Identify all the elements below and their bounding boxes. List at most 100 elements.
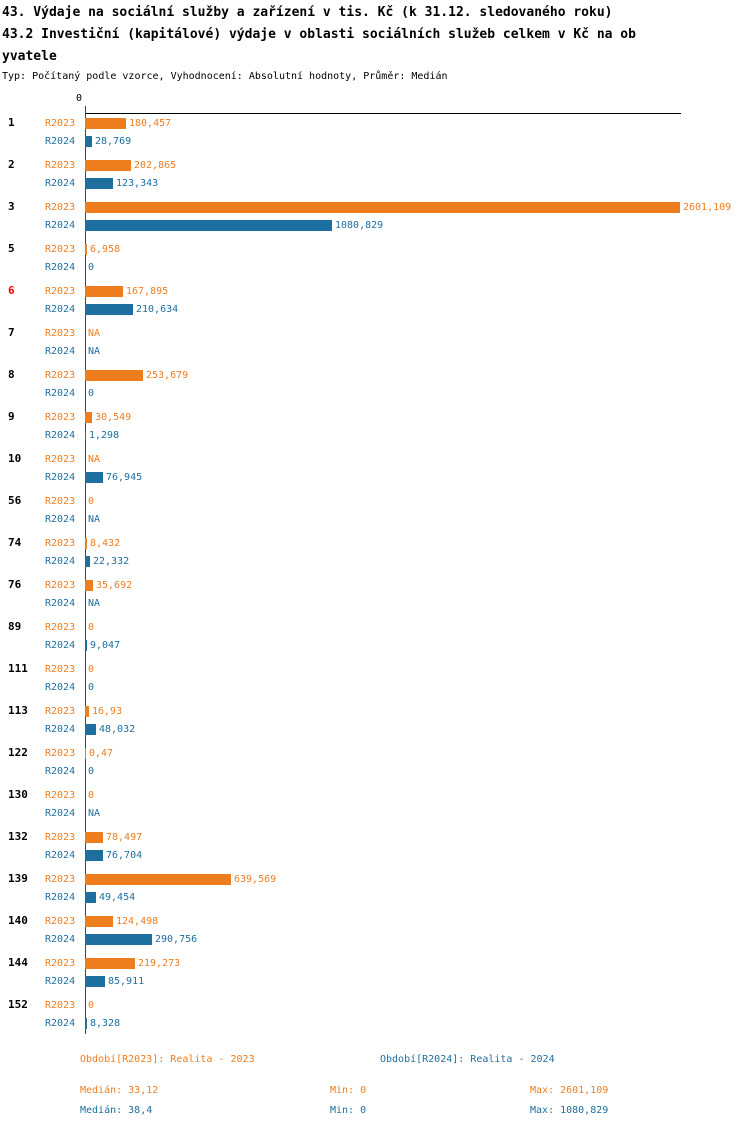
bar-area: NA	[85, 804, 100, 822]
bar-row-r2023: R2023 0	[0, 786, 750, 804]
series-label: R2023	[45, 705, 76, 717]
series-label: R2023	[45, 453, 76, 465]
category-block: 10 R2023 NA R2024 76,945	[0, 450, 750, 486]
bar-row-r2023: R2023 8,432	[0, 534, 750, 552]
series-label: R2023	[45, 915, 76, 927]
series-label: R2023	[45, 621, 76, 633]
value-label: 219,273	[138, 957, 181, 969]
bar-row-r2024: R2024 0	[0, 384, 750, 402]
series-label: R2023	[45, 117, 76, 129]
chart-title: 43. Výdaje na sociální služby a zařízení…	[2, 5, 613, 20]
bar-row-r2023: R2023 NA	[0, 450, 750, 468]
bar	[85, 579, 93, 591]
bar-row-r2023: R2023 0	[0, 996, 750, 1014]
legend-r2024: Období[R2024]: Realita - 2024	[380, 1054, 555, 1065]
bar	[85, 873, 231, 885]
series-label: R2024	[45, 681, 76, 693]
bar	[85, 411, 92, 423]
bar-area: 124,498	[85, 912, 158, 930]
value-label: 0	[88, 621, 95, 633]
value-label: 0	[88, 663, 95, 675]
bar	[85, 891, 96, 903]
category-block: 8 R2023 253,679 R2024 0	[0, 366, 750, 402]
category-block: 122 R2023 0,47 R2024 0	[0, 744, 750, 780]
bar-area: 0	[85, 660, 94, 678]
category-label: 2	[8, 158, 15, 171]
series-label: R2024	[45, 513, 76, 525]
category-block: 1 R2023 180,457 R2024 28,769	[0, 114, 750, 150]
category-block: 6 R2023 167,895 R2024 210,634	[0, 282, 750, 318]
value-label: NA	[88, 513, 101, 525]
value-label: 639,569	[234, 873, 277, 885]
series-label: R2024	[45, 849, 76, 861]
series-label: R2024	[45, 975, 76, 987]
bar	[85, 849, 103, 861]
series-label: R2024	[45, 597, 76, 609]
bar-area: NA	[85, 324, 100, 342]
bar-row-r2024: R2024 22,332	[0, 552, 750, 570]
bar	[85, 555, 90, 567]
value-label: 210,634	[136, 303, 179, 315]
category-label: 10	[8, 452, 22, 465]
bar	[85, 201, 680, 213]
axis-zero-line	[85, 106, 86, 1034]
bar-area: 210,634	[85, 300, 178, 318]
series-label: R2024	[45, 135, 76, 147]
series-label: R2024	[45, 723, 76, 735]
legend-r2023: Období[R2023]: Realita - 2023	[80, 1054, 255, 1065]
category-block: 140 R2023 124,498 R2024 290,756	[0, 912, 750, 948]
value-label: NA	[88, 453, 101, 465]
bar	[85, 429, 86, 441]
axis-top-line	[85, 113, 681, 114]
series-label: R2023	[45, 411, 76, 423]
category-label: 8	[8, 368, 15, 381]
bar-area: 123,343	[85, 174, 158, 192]
bar-row-r2023: R2023 180,457	[0, 114, 750, 132]
bar-area: 0,47	[85, 744, 113, 762]
value-label: 78,497	[106, 831, 143, 843]
category-block: 74 R2023 8,432 R2024 22,332	[0, 534, 750, 570]
value-label: 30,549	[95, 411, 132, 423]
category-block: 56 R2023 0 R2024 NA	[0, 492, 750, 528]
value-label: 123,343	[116, 177, 159, 189]
category-label: 5	[8, 242, 15, 255]
bar-row-r2023: R2023 0,47	[0, 744, 750, 762]
bar-row-r2024: R2024 1080,829	[0, 216, 750, 234]
bar-row-r2024: R2024 85,911	[0, 972, 750, 990]
category-label: 140	[8, 914, 28, 927]
series-label: R2024	[45, 639, 76, 651]
value-label: 0	[88, 495, 95, 507]
category-block: 3 R2023 2601,109 R2024 1080,829	[0, 198, 750, 234]
bar-row-r2023: R2023 35,692	[0, 576, 750, 594]
category-block: 132 R2023 78,497 R2024 76,704	[0, 828, 750, 864]
bar-row-r2024: R2024 NA	[0, 510, 750, 528]
category-label: 7	[8, 326, 15, 339]
value-label: 8,328	[90, 1017, 121, 1029]
bar-row-r2024: R2024 49,454	[0, 888, 750, 906]
bar-row-r2023: R2023 0	[0, 660, 750, 678]
bar	[85, 135, 92, 147]
value-label: 76,704	[106, 849, 143, 861]
category-label: 74	[8, 536, 22, 549]
bar	[85, 219, 332, 231]
series-label: R2023	[45, 579, 76, 591]
bar-row-r2023: R2023 30,549	[0, 408, 750, 426]
bar-area: 0	[85, 786, 94, 804]
category-label: 132	[8, 830, 28, 843]
series-label: R2024	[45, 303, 76, 315]
value-label: 28,769	[95, 135, 132, 147]
value-label: 16,93	[92, 705, 123, 717]
series-label: R2024	[45, 1017, 76, 1029]
value-label: 0	[88, 261, 95, 273]
axis-zero-label: 0	[75, 93, 82, 104]
bar-row-r2023: R2023 124,498	[0, 912, 750, 930]
bar-row-r2024: R2024 NA	[0, 342, 750, 360]
chart-header: 43. Výdaje na sociální služby a zařízení…	[2, 2, 748, 82]
category-block: 152 R2023 0 R2024 8,328	[0, 996, 750, 1032]
bar-area: 76,704	[85, 846, 142, 864]
category-label: 122	[8, 746, 28, 759]
bar-area: 180,457	[85, 114, 171, 132]
bar-area: NA	[85, 342, 100, 360]
category-label: 144	[8, 956, 28, 969]
value-label: 124,498	[116, 915, 159, 927]
